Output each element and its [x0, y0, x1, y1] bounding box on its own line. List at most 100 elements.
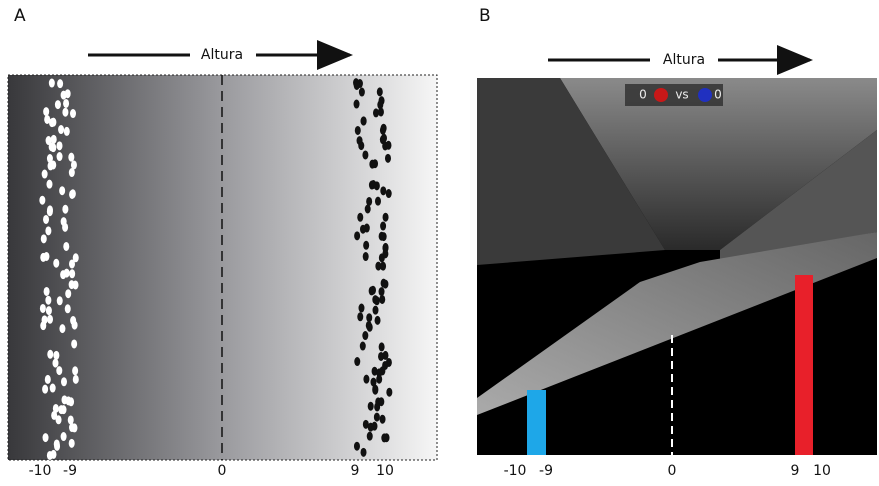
ceiling [560, 78, 877, 250]
red-icon [654, 88, 668, 102]
dot [70, 160, 77, 170]
score-vs: vs [675, 88, 688, 102]
dot [45, 226, 52, 236]
dot [386, 387, 393, 397]
dot [43, 286, 50, 296]
dot [53, 439, 60, 449]
dot [363, 374, 370, 384]
dot [371, 366, 378, 376]
dot [358, 303, 365, 313]
dot [370, 377, 377, 387]
dot [382, 212, 389, 222]
dot [63, 126, 70, 136]
dot [360, 116, 367, 126]
dot [46, 205, 53, 215]
dot [68, 152, 75, 162]
dot [52, 358, 59, 368]
dot [45, 295, 52, 305]
dot [385, 140, 392, 150]
dot [53, 350, 60, 360]
tick-label: 10 [813, 463, 831, 479]
dot [372, 305, 379, 315]
dot [41, 169, 48, 179]
dot [373, 412, 380, 422]
dot [49, 383, 56, 393]
dot [366, 313, 373, 323]
dot [53, 258, 60, 268]
dot [367, 401, 374, 411]
dot [378, 397, 385, 407]
dot [72, 253, 79, 263]
dot [362, 252, 369, 262]
tick-label: -9 [539, 463, 553, 479]
dot [380, 186, 387, 196]
dot [62, 222, 69, 232]
dot [362, 150, 369, 160]
dot [63, 268, 70, 278]
dot [378, 351, 385, 361]
dot [359, 341, 366, 351]
dot [61, 395, 68, 405]
dot [378, 287, 385, 297]
dot [374, 315, 381, 325]
dot [50, 160, 57, 170]
dot [60, 405, 67, 415]
blue-bar [527, 390, 546, 455]
dot [369, 159, 376, 169]
dot [357, 212, 364, 222]
score: 0 [639, 88, 647, 102]
dot [354, 231, 361, 241]
panel-label: B [479, 6, 491, 26]
dot [56, 296, 63, 306]
dot [382, 350, 389, 360]
dot [47, 314, 54, 324]
dot [57, 79, 64, 89]
dot [45, 136, 52, 146]
dot [43, 214, 50, 224]
dot [48, 78, 55, 88]
dot [45, 306, 52, 316]
dot [64, 304, 71, 314]
dot [353, 441, 360, 451]
dot [56, 366, 63, 376]
dot [379, 125, 386, 135]
dot [54, 100, 61, 110]
dot [55, 415, 62, 425]
dot [366, 322, 373, 332]
tick-label: -9 [63, 463, 77, 479]
dot [366, 196, 373, 206]
dot [372, 295, 379, 305]
dot [377, 100, 384, 110]
dot [357, 312, 364, 322]
dot [47, 349, 54, 359]
dot [71, 423, 78, 433]
right-wall [720, 130, 877, 262]
dot [380, 232, 387, 242]
dot [380, 221, 387, 231]
dot [46, 179, 53, 189]
dot [366, 431, 373, 441]
dot [50, 134, 57, 144]
dot [63, 98, 70, 108]
dot [60, 432, 67, 442]
dot [50, 449, 57, 459]
dot [52, 403, 59, 413]
dot [72, 374, 79, 384]
dot [375, 261, 382, 271]
dot [68, 397, 75, 407]
dot [374, 196, 381, 206]
dot [62, 107, 69, 117]
dot [358, 141, 365, 151]
dot [385, 189, 392, 199]
red-bar [795, 275, 813, 455]
dot [384, 153, 391, 163]
dot [71, 320, 78, 330]
dot [40, 234, 47, 244]
dot [42, 384, 49, 394]
dot [380, 261, 387, 271]
dot [359, 224, 366, 234]
dot [376, 368, 383, 378]
dot [43, 107, 50, 117]
